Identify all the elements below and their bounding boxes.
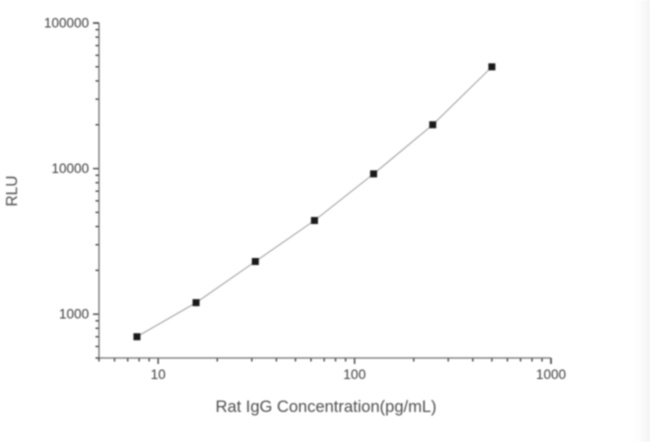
svg-text:100: 100 <box>343 367 366 382</box>
svg-text:10000: 10000 <box>51 161 89 176</box>
svg-text:1000: 1000 <box>536 367 566 382</box>
svg-text:100000: 100000 <box>44 16 89 31</box>
svg-text:1000: 1000 <box>59 307 89 322</box>
svg-text:10: 10 <box>151 367 166 382</box>
